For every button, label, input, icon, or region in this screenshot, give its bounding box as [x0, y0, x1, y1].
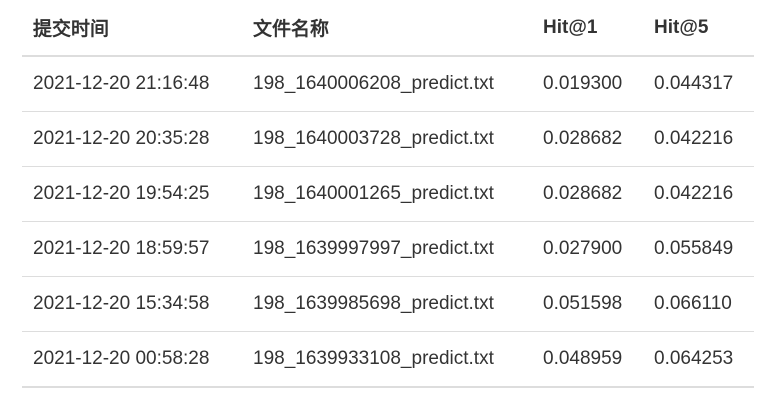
submit-time-cell: 2021-12-20 21:16:48	[22, 56, 242, 112]
submit-time-cell: 2021-12-20 15:34:58	[22, 276, 242, 332]
table-body: 2021-12-20 21:16:48 198_1640006208_predi…	[22, 56, 754, 388]
column-header-hit-at-1: Hit@1	[532, 0, 643, 57]
submit-time-cell: 2021-12-20 20:35:28	[22, 111, 242, 167]
hit-at-1-cell: 0.048959	[532, 331, 643, 388]
column-header-hit-at-5: Hit@5	[643, 0, 754, 57]
table-row: 2021-12-20 21:16:48 198_1640006208_predi…	[22, 56, 754, 112]
submit-time-cell: 2021-12-20 00:58:28	[22, 331, 242, 388]
file-name-cell: 198_1640001265_predict.txt	[242, 166, 532, 222]
hit-at-1-cell: 0.028682	[532, 111, 643, 167]
hit-at-1-cell: 0.027900	[532, 221, 643, 277]
table-row: 2021-12-20 00:58:28 198_1639933108_predi…	[22, 331, 754, 388]
file-name-cell: 198_1639933108_predict.txt	[242, 331, 532, 388]
header-row: 提交时间 文件名称 Hit@1 Hit@5	[22, 0, 754, 57]
column-header-file-name: 文件名称	[242, 0, 532, 57]
submissions-table: 提交时间 文件名称 Hit@1 Hit@5 2021-12-20 21:16:4…	[22, 0, 754, 388]
column-header-submit-time: 提交时间	[22, 0, 242, 57]
hit-at-1-cell: 0.028682	[532, 166, 643, 222]
file-name-cell: 198_1639985698_predict.txt	[242, 276, 532, 332]
submissions-table-container: 提交时间 文件名称 Hit@1 Hit@5 2021-12-20 21:16:4…	[22, 0, 754, 388]
file-name-cell: 198_1639997997_predict.txt	[242, 221, 532, 277]
submit-time-cell: 2021-12-20 19:54:25	[22, 166, 242, 222]
hit-at-5-cell: 0.055849	[643, 221, 754, 277]
table-row: 2021-12-20 15:34:58 198_1639985698_predi…	[22, 276, 754, 332]
hit-at-1-cell: 0.019300	[532, 56, 643, 112]
hit-at-1-cell: 0.051598	[532, 276, 643, 332]
table-header: 提交时间 文件名称 Hit@1 Hit@5	[22, 0, 754, 57]
hit-at-5-cell: 0.042216	[643, 111, 754, 167]
table-row: 2021-12-20 19:54:25 198_1640001265_predi…	[22, 166, 754, 222]
hit-at-5-cell: 0.042216	[643, 166, 754, 222]
hit-at-5-cell: 0.064253	[643, 331, 754, 388]
hit-at-5-cell: 0.066110	[643, 276, 754, 332]
hit-at-5-cell: 0.044317	[643, 56, 754, 112]
table-row: 2021-12-20 18:59:57 198_1639997997_predi…	[22, 221, 754, 277]
table-row: 2021-12-20 20:35:28 198_1640003728_predi…	[22, 111, 754, 167]
file-name-cell: 198_1640003728_predict.txt	[242, 111, 532, 167]
file-name-cell: 198_1640006208_predict.txt	[242, 56, 532, 112]
submit-time-cell: 2021-12-20 18:59:57	[22, 221, 242, 277]
